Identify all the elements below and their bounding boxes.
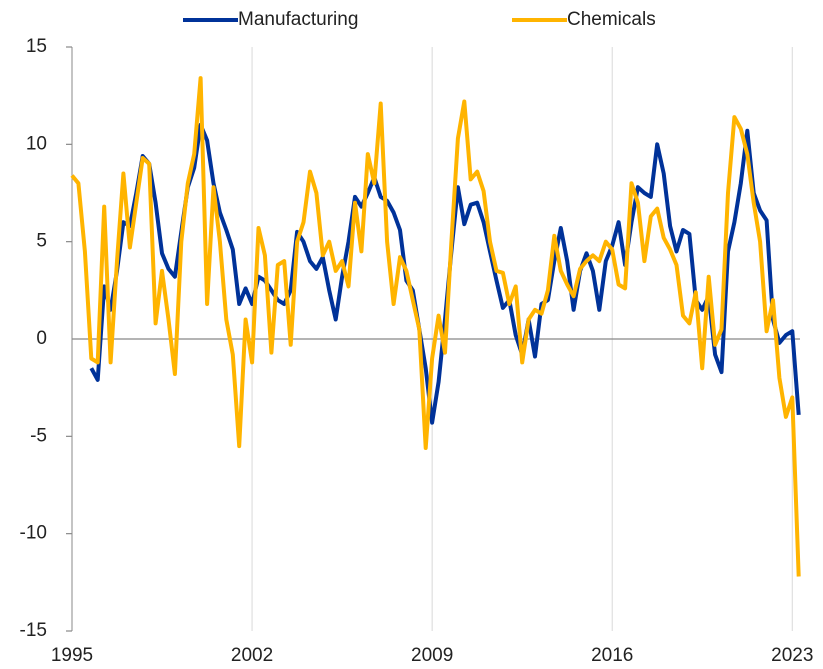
- legend-label: Chemicals: [567, 9, 656, 30]
- x-tick-label: 2002: [231, 645, 273, 666]
- legend-label: Manufacturing: [238, 9, 358, 30]
- x-tick-label: 2016: [591, 645, 633, 666]
- series-line: [89, 122, 801, 425]
- x-tick-label: 2009: [411, 645, 453, 666]
- x-tick-label: 1995: [51, 645, 93, 666]
- x-tick-label: 2023: [771, 645, 813, 666]
- y-tick-label: -15: [20, 620, 47, 641]
- y-tick-label: 0: [36, 328, 47, 349]
- y-tick-label: 15: [26, 36, 47, 57]
- y-tick-label: 10: [26, 133, 47, 154]
- series-line: [70, 76, 801, 577]
- y-tick-label: -5: [30, 425, 47, 446]
- y-tick-label: -10: [20, 523, 47, 544]
- y-tick-label: 5: [36, 231, 47, 252]
